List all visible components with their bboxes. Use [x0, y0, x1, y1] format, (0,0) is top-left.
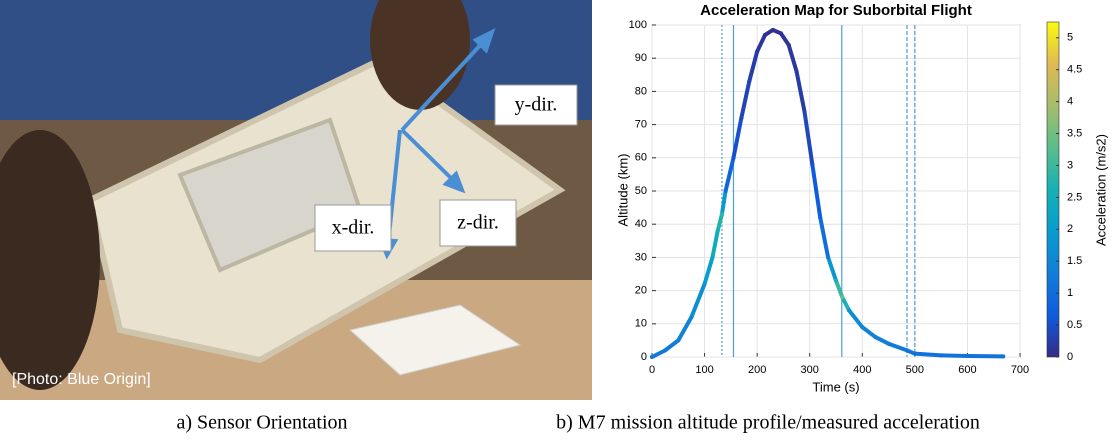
point	[747, 79, 751, 83]
point	[724, 189, 728, 193]
point	[755, 50, 759, 54]
x-tick-label: 300	[801, 364, 819, 376]
y-tick-label: 90	[635, 52, 647, 64]
point	[650, 355, 654, 359]
x-axis-label: Time (s)	[812, 379, 859, 394]
colorbar-label: Acceleration (m/s2)	[1093, 134, 1108, 246]
colorbar-tick-label: 3	[1067, 159, 1073, 171]
point	[834, 279, 838, 283]
caption: a) Sensor Orientation	[176, 412, 347, 434]
y-tick-label: 10	[635, 318, 647, 330]
line-segment	[941, 355, 967, 356]
colorbar-tick-label: 0	[1067, 351, 1073, 363]
colorbar-tick-label: 1.5	[1067, 255, 1082, 267]
point	[795, 69, 799, 73]
point	[663, 348, 667, 352]
line-segment	[915, 354, 941, 356]
y-tick-label: 0	[641, 351, 647, 363]
x-tick-label: 600	[958, 364, 976, 376]
y-tick-label: 60	[635, 152, 647, 164]
colorbar-tick-label: 3.5	[1067, 127, 1082, 139]
photo-credit: [Photo: Blue Origin]	[12, 371, 151, 388]
colorbar-tick-label: 4	[1067, 96, 1073, 108]
point	[826, 255, 830, 259]
x-tick-label: 500	[906, 364, 924, 376]
colorbar-tick-label: 2.5	[1067, 191, 1082, 203]
point	[703, 282, 707, 286]
point	[887, 342, 891, 346]
point	[847, 309, 851, 313]
y-tick-label: 50	[635, 185, 647, 197]
point	[779, 31, 783, 35]
x-tick-label: 400	[853, 364, 871, 376]
point	[763, 33, 767, 37]
photo-label: x-dir.	[332, 217, 375, 239]
photo-label: y-dir.	[515, 94, 558, 116]
x-tick-label: 0	[649, 364, 655, 376]
x-tick-label: 200	[748, 364, 766, 376]
photo-label: z-dir.	[457, 212, 499, 234]
chart-title: Acceleration Map for Suborbital Flight	[700, 2, 972, 19]
point	[810, 162, 814, 166]
point	[787, 43, 791, 47]
point	[913, 352, 917, 356]
point	[818, 216, 822, 220]
figure: y-dir. x-dir. z-dir. [Photo: Blue Origin…	[0, 0, 1115, 439]
point	[1001, 354, 1005, 358]
x-tick-label: 700	[1011, 364, 1029, 376]
point	[802, 109, 806, 113]
photo: y-dir. x-dir. z-dir. [Photo: Blue Origin…	[0, 0, 592, 400]
point	[873, 335, 877, 339]
y-axis-label: Altitude (km)	[615, 154, 630, 227]
point	[716, 229, 720, 233]
colorbar-tick-label: 4.5	[1067, 64, 1082, 76]
point	[710, 255, 714, 259]
colorbar-tick-label: 0.5	[1067, 319, 1082, 331]
caption: b) M7 mission altitude profile/measured …	[556, 412, 980, 434]
y-tick-label: 40	[635, 218, 647, 230]
y-tick-label: 70	[635, 119, 647, 131]
colorbar-tick-label: 2	[1067, 223, 1073, 235]
point	[739, 116, 743, 120]
point	[965, 354, 969, 358]
point	[771, 28, 775, 32]
point	[689, 315, 693, 319]
y-tick-label: 100	[629, 19, 647, 31]
colorbar-tick-label: 1	[1067, 287, 1073, 299]
point	[731, 156, 735, 160]
y-tick-label: 30	[635, 251, 647, 263]
x-tick-label: 100	[695, 364, 713, 376]
y-tick-label: 80	[635, 85, 647, 97]
point	[860, 325, 864, 329]
colorbar-tick-label: 5	[1067, 32, 1073, 44]
point	[840, 295, 844, 299]
y-tick-label: 20	[635, 285, 647, 297]
colorbar	[1047, 22, 1059, 357]
point	[720, 212, 724, 216]
point	[676, 338, 680, 342]
point	[939, 353, 943, 357]
point	[905, 348, 909, 352]
